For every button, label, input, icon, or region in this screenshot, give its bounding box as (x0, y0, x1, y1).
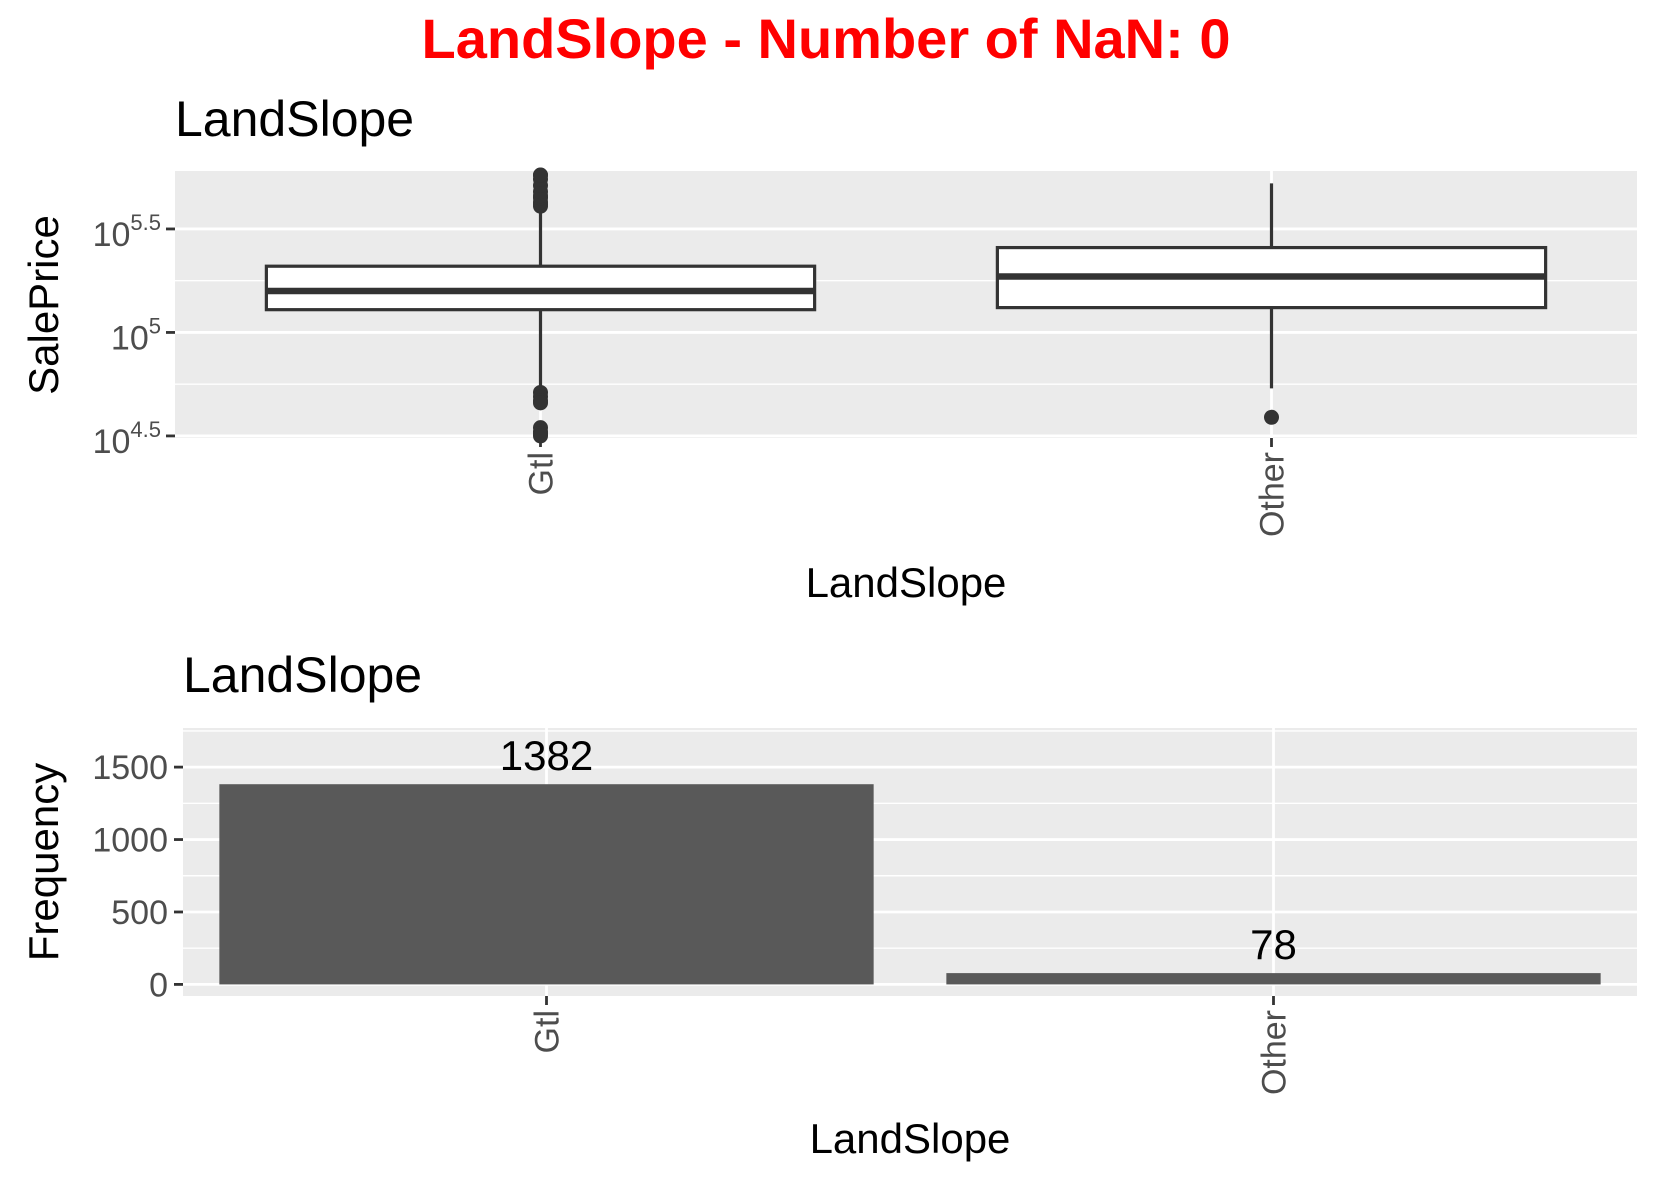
boxplot-y-tick-label: 105.5 (93, 210, 161, 254)
boxplot-y-tick-label: 105 (111, 313, 161, 357)
boxplot-y-axis: 105.5 105 104.5 (93, 210, 175, 461)
bar-y-tick-label: 500 (111, 894, 168, 932)
bar-gtl (219, 784, 874, 985)
bar-other (946, 973, 1601, 985)
boxplot-y-tick-label: 104.5 (93, 417, 161, 461)
bar-y-tick-label: 0 (149, 966, 168, 1004)
bar-y-axis-title: Frequency (20, 763, 67, 961)
bar-value-label: 1382 (500, 732, 593, 779)
box-outlier-point (533, 428, 548, 444)
boxplot-y-axis-title: SalePrice (20, 215, 67, 395)
box-outlier-point (533, 167, 548, 183)
boxplot-x-axis: Gtl Other (523, 438, 1292, 537)
bar-gridlines (183, 728, 1637, 996)
bar-x-axis-title: LandSlope (810, 1115, 1011, 1162)
bar-value-label: 78 (1250, 921, 1297, 968)
bar-y-tick-label: 1500 (92, 749, 168, 787)
boxplot-x-tick-label: Gtl (523, 452, 561, 495)
bar-marks: 1382 78 (219, 732, 1601, 985)
box-other (995, 183, 1548, 425)
box-gtl (264, 167, 817, 444)
bar-y-tick-label: 1000 (92, 822, 168, 860)
bar-panel-title: LandSlope (183, 647, 422, 703)
bar-x-tick-label: Other (1256, 1010, 1294, 1095)
box-outlier-point (533, 395, 548, 411)
bar-x-tick-label: Gtl (529, 1010, 567, 1053)
bar-y-axis: 0 500 1000 1500 (92, 749, 183, 1004)
boxplot-marks (264, 167, 1548, 444)
bar-x-axis: Gtl Other (529, 996, 1294, 1095)
boxplot-panel: LandSlope 105.5 105 104.5 Gtl Other SalePri… (20, 91, 1637, 606)
boxplot-panel-title: LandSlope (175, 91, 414, 147)
bar-panel: LandSlope 0 500 1000 1500 Gtl Other 1382 78 F… (20, 647, 1637, 1162)
boxplot-x-axis-title: LandSlope (806, 559, 1007, 606)
boxplot-x-tick-label: Other (1254, 452, 1292, 537)
main-title: LandSlope - Number of NaN: 0 (422, 7, 1231, 70)
box-outlier-point (1264, 409, 1279, 425)
